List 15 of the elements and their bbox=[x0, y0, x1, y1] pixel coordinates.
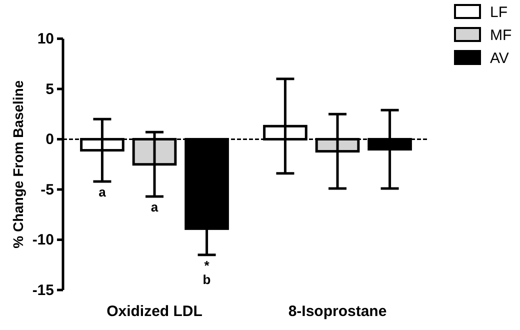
data-label: a bbox=[98, 184, 107, 200]
y-tick-label: -15 bbox=[32, 282, 54, 299]
y-tick-label: 5 bbox=[46, 80, 54, 98]
legend-label: MF bbox=[490, 27, 512, 44]
y-axis-title: % Change From Baseline bbox=[10, 80, 26, 248]
x-tick-label: Oxidized LDL bbox=[106, 303, 202, 320]
data-label: a bbox=[150, 200, 159, 215]
data-label: * b bbox=[202, 258, 211, 287]
y-tick-label: 0 bbox=[46, 131, 54, 148]
legend-label: LF bbox=[490, 4, 508, 21]
y-tick-label: -10 bbox=[32, 232, 54, 249]
y-tick-label: -5 bbox=[40, 181, 54, 198]
legend-label: AV bbox=[490, 50, 509, 67]
x-tick-label: 8-Isoprostane bbox=[288, 303, 387, 320]
y-tick-label: 10 bbox=[37, 30, 54, 48]
